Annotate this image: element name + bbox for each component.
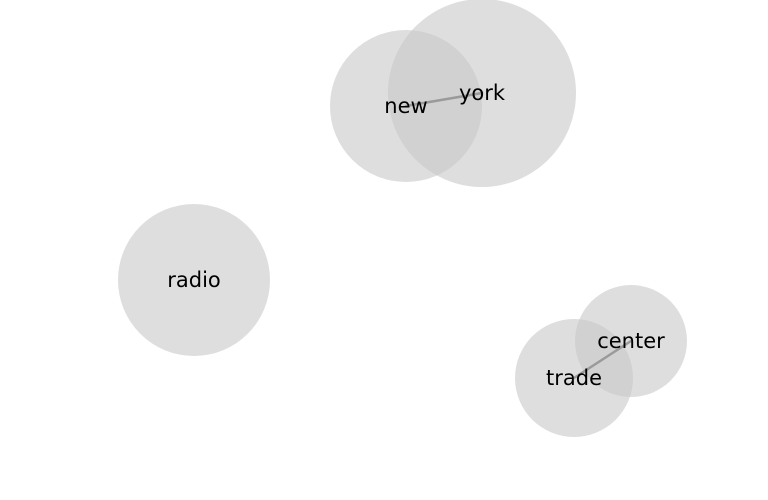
center-node-label: center: [597, 329, 665, 353]
york-node-label: york: [459, 81, 506, 105]
radio-node-label: radio: [167, 268, 221, 292]
new-node-label: new: [384, 94, 427, 118]
node-labels: york new radio center trade: [167, 81, 665, 390]
radio-node-circle: [118, 204, 270, 356]
trade-node-label: trade: [546, 366, 602, 390]
edge-new-york: [404, 91, 484, 108]
edge-trade-center: [572, 339, 633, 380]
edges: [404, 91, 633, 380]
